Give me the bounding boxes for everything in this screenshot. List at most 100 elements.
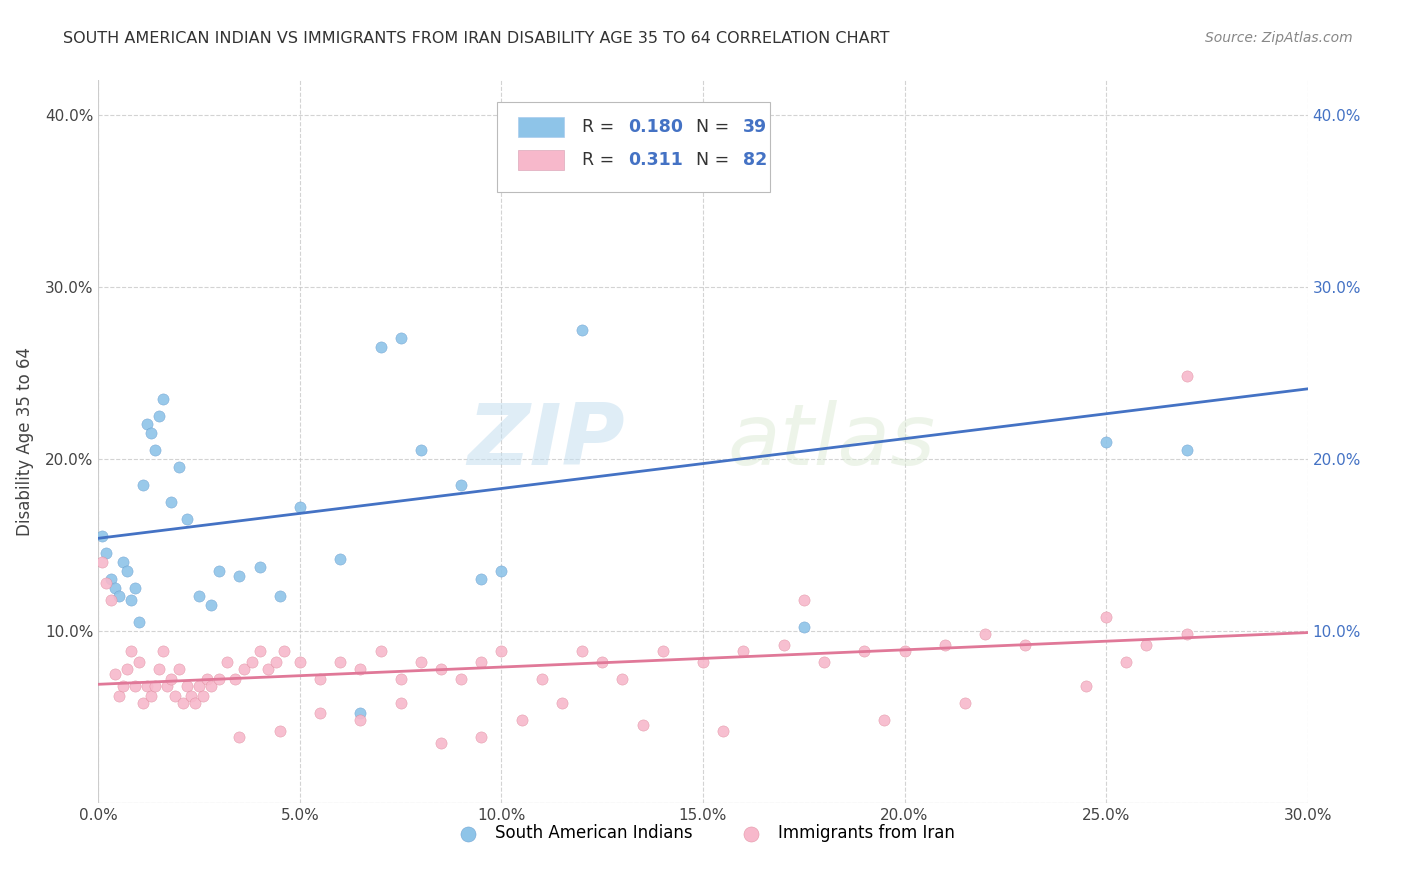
- Point: [107, 590, 129, 604]
- Point: [156, 679, 179, 693]
- Point: [256, 662, 278, 676]
- Point: [793, 592, 815, 607]
- Point: [692, 655, 714, 669]
- Point: [163, 689, 186, 703]
- Text: atlas: atlas: [727, 400, 935, 483]
- Point: [409, 443, 432, 458]
- Point: [172, 696, 194, 710]
- Point: [100, 572, 122, 586]
- Point: [103, 581, 125, 595]
- Point: [240, 655, 263, 669]
- Point: [953, 696, 976, 710]
- Point: [264, 655, 287, 669]
- Point: [1175, 369, 1198, 384]
- Point: [115, 662, 138, 676]
- Point: [124, 581, 146, 595]
- Point: [160, 494, 183, 508]
- Point: [813, 655, 835, 669]
- Point: [711, 723, 734, 738]
- Point: [873, 713, 896, 727]
- Point: [188, 679, 211, 693]
- Point: [160, 672, 183, 686]
- Point: [228, 568, 250, 582]
- Point: [1175, 627, 1198, 641]
- Point: [510, 713, 533, 727]
- Point: [470, 572, 492, 586]
- Point: [180, 689, 202, 703]
- Point: [103, 666, 125, 681]
- Point: [349, 706, 371, 721]
- Point: [107, 689, 129, 703]
- Text: 0.311: 0.311: [628, 151, 683, 169]
- Point: [1074, 679, 1097, 693]
- Point: [143, 443, 166, 458]
- Point: [1095, 434, 1118, 449]
- Point: [188, 590, 211, 604]
- Point: [195, 672, 218, 686]
- Point: [530, 672, 553, 686]
- Point: [430, 662, 453, 676]
- Point: [120, 592, 142, 607]
- Text: N =: N =: [685, 151, 734, 169]
- Point: [176, 679, 198, 693]
- Point: [733, 644, 755, 658]
- Point: [1135, 638, 1157, 652]
- Point: [389, 696, 412, 710]
- Point: [772, 638, 794, 652]
- Point: [329, 655, 352, 669]
- Text: 82: 82: [742, 151, 768, 169]
- Point: [470, 655, 492, 669]
- Point: [551, 696, 574, 710]
- Point: [309, 672, 332, 686]
- Text: 0.180: 0.180: [628, 119, 683, 136]
- Point: [143, 679, 166, 693]
- Point: [91, 555, 114, 569]
- Point: [853, 644, 876, 658]
- Point: [389, 331, 412, 345]
- Point: [612, 672, 634, 686]
- Point: [200, 598, 222, 612]
- Point: [1014, 638, 1036, 652]
- Point: [184, 696, 207, 710]
- Point: [692, 168, 714, 182]
- Point: [228, 731, 250, 745]
- Point: [1115, 655, 1137, 669]
- FancyBboxPatch shape: [517, 150, 564, 169]
- Point: [120, 644, 142, 658]
- Point: [288, 655, 311, 669]
- Point: [96, 575, 118, 590]
- Point: [128, 655, 150, 669]
- Point: [132, 696, 155, 710]
- Point: [651, 644, 673, 658]
- Point: [571, 323, 593, 337]
- Point: [135, 679, 157, 693]
- Text: 39: 39: [742, 119, 768, 136]
- Point: [389, 672, 412, 686]
- Point: [430, 735, 453, 749]
- Point: [232, 662, 254, 676]
- Point: [370, 644, 392, 658]
- FancyBboxPatch shape: [517, 117, 564, 137]
- Point: [217, 655, 239, 669]
- Point: [128, 615, 150, 630]
- Point: [208, 672, 231, 686]
- Point: [470, 731, 492, 745]
- Point: [91, 529, 114, 543]
- Point: [167, 460, 190, 475]
- Point: [329, 551, 352, 566]
- Point: [793, 620, 815, 634]
- Point: [139, 425, 162, 440]
- Point: [349, 713, 371, 727]
- Point: [148, 409, 170, 423]
- Point: [571, 644, 593, 658]
- Point: [288, 500, 311, 514]
- Point: [135, 417, 157, 432]
- Text: R =: R =: [582, 119, 620, 136]
- Point: [176, 512, 198, 526]
- Text: Source: ZipAtlas.com: Source: ZipAtlas.com: [1205, 31, 1353, 45]
- Point: [200, 679, 222, 693]
- Y-axis label: Disability Age 35 to 64: Disability Age 35 to 64: [15, 347, 34, 536]
- Point: [893, 644, 915, 658]
- Text: R =: R =: [582, 151, 620, 169]
- Point: [167, 662, 190, 676]
